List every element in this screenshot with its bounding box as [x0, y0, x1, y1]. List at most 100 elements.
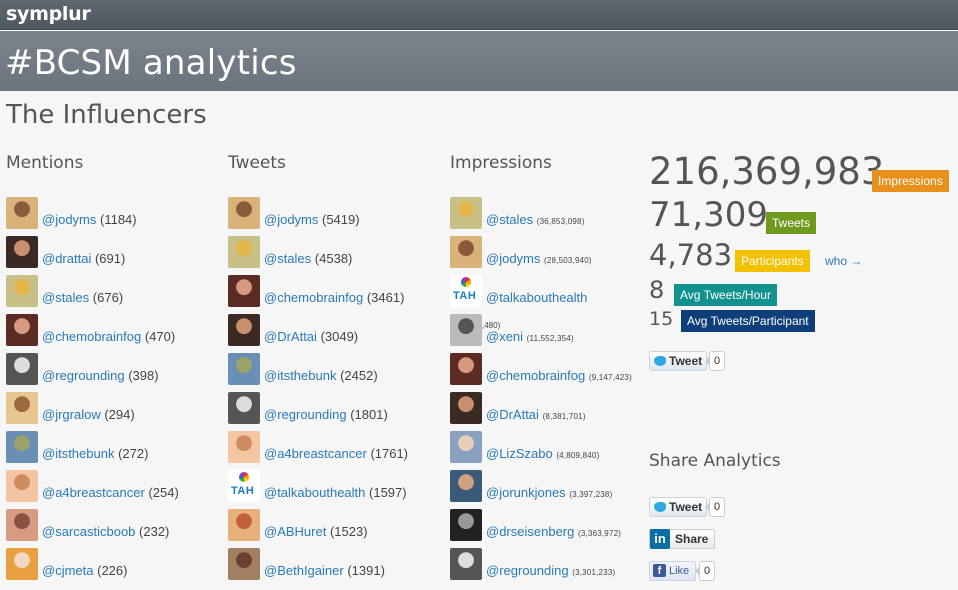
user-handle-link[interactable]: @chemobrainfog: [486, 368, 586, 383]
avatar[interactable]: [228, 275, 260, 307]
user-handle-link[interactable]: @ABHuret: [264, 524, 327, 539]
user-handle-link[interactable]: @stales: [42, 290, 90, 305]
linkedin-share-button[interactable]: in Share: [649, 529, 716, 549]
user-handle-link[interactable]: @drseisenberg: [486, 524, 575, 539]
avatar[interactable]: [6, 548, 38, 580]
avatar[interactable]: [6, 275, 38, 307]
user-handle-link[interactable]: @a4breastcancer: [42, 485, 145, 500]
avatar[interactable]: [228, 509, 260, 541]
user-handle-link[interactable]: @regrounding: [42, 368, 125, 383]
who-link[interactable]: who →: [825, 254, 863, 268]
influencer-row: @regrounding (398): [6, 353, 221, 392]
user-count: (28,503,940): [544, 256, 592, 265]
tweet-button-label: Tweet: [669, 500, 703, 514]
avatar[interactable]: [228, 392, 260, 424]
user-count: (1801): [350, 407, 388, 422]
user-handle-link[interactable]: @BethIgainer: [264, 563, 344, 578]
user-handle-link[interactable]: @regrounding: [486, 563, 569, 578]
user-handle-link[interactable]: @jodyms: [42, 212, 97, 227]
impressions-badge: Impressions: [872, 170, 949, 192]
user-handle-link[interactable]: @regrounding: [264, 407, 347, 422]
top-bar: symplur: [0, 0, 958, 30]
user-handle-link[interactable]: @DrAttai: [486, 407, 539, 422]
influencer-row: @regrounding (3,301,233): [450, 548, 665, 587]
user-handle-link[interactable]: @stales: [264, 251, 312, 266]
facebook-like-button[interactable]: f Like: [649, 561, 697, 581]
avatar[interactable]: [228, 548, 260, 580]
user-count: (3461): [366, 290, 405, 305]
user-handle-link[interactable]: @LizSzabo: [486, 446, 553, 461]
avatar[interactable]: [6, 197, 38, 229]
user-handle-link[interactable]: @drattai: [42, 251, 92, 266]
avatar[interactable]: [228, 431, 260, 463]
share-heading: Share Analytics: [649, 451, 781, 471]
user-handle-link[interactable]: @talkabouthealth: [486, 290, 588, 305]
avatar[interactable]: [450, 470, 482, 502]
avatar[interactable]: [6, 236, 38, 268]
user-count: (470): [144, 329, 176, 344]
avatar[interactable]: TAH: [228, 470, 260, 502]
influencer-row: @itsthebunk (272): [6, 431, 221, 470]
truncated-count: ,480): [482, 321, 501, 330]
avatar[interactable]: [6, 509, 38, 541]
user-handle-link[interactable]: @itsthebunk: [42, 446, 115, 461]
avatar[interactable]: [228, 353, 260, 385]
user-handle-link[interactable]: @a4breastcancer: [264, 446, 367, 461]
avatar[interactable]: [450, 431, 482, 463]
brand-logo[interactable]: symplur: [6, 3, 91, 25]
user-count: (5419): [322, 212, 360, 227]
share-tweet-button[interactable]: Tweet: [649, 497, 708, 517]
column-heading: Impressions: [450, 153, 552, 173]
avatar[interactable]: [450, 236, 482, 268]
user-handle-link[interactable]: @xeni: [486, 329, 524, 344]
user-count: (3,301,233): [572, 568, 616, 577]
influencer-row: @jodyms (5419): [228, 197, 443, 236]
tweet-button[interactable]: Tweet: [649, 351, 708, 371]
user-handle-link[interactable]: @jrgralow: [42, 407, 101, 422]
influencer-row: @chemobrainfog (9,147,423): [450, 353, 665, 392]
user-count: (691): [94, 251, 126, 266]
page-title: #BCSM analytics: [5, 43, 297, 83]
influencer-row: @chemobrainfog (470): [6, 314, 221, 353]
influencer-row: @regrounding (1801): [228, 392, 443, 431]
influencer-row: @a4breastcancer (254): [6, 470, 221, 509]
user-count: (294): [104, 407, 135, 422]
user-handle-link[interactable]: @chemobrainfog: [264, 290, 364, 305]
user-handle-link[interactable]: @stales: [486, 212, 534, 227]
avatar[interactable]: [450, 197, 482, 229]
avatar[interactable]: [6, 314, 38, 346]
avatar[interactable]: [450, 353, 482, 385]
user-handle-link[interactable]: @itsthebunk: [264, 368, 337, 383]
avatar[interactable]: [6, 353, 38, 385]
tah-logo-text: TAH: [231, 485, 255, 497]
influencer-row: @jodyms (28,503,940): [450, 236, 665, 275]
avatar[interactable]: [228, 197, 260, 229]
tweets-badge: Tweets: [766, 212, 817, 234]
user-handle-link[interactable]: @DrAttai: [264, 329, 317, 344]
avatar[interactable]: [6, 470, 38, 502]
user-handle-link[interactable]: @cjmeta: [42, 563, 94, 578]
avatar[interactable]: [6, 392, 38, 424]
avatar[interactable]: [228, 236, 260, 268]
avatar[interactable]: [450, 392, 482, 424]
linkedin-icon: in: [650, 529, 670, 549]
avatar[interactable]: [6, 431, 38, 463]
avatar[interactable]: [450, 509, 482, 541]
user-handle-link[interactable]: @chemobrainfog: [42, 329, 142, 344]
user-handle-link[interactable]: @talkabouthealth: [264, 485, 366, 500]
user-count: (4538): [314, 251, 353, 266]
user-handle-link[interactable]: @jodyms: [264, 212, 319, 227]
avatar[interactable]: [450, 314, 482, 346]
user-handle-link[interactable]: @sarcasticboob: [42, 524, 136, 539]
influencer-row: @jorunkjones (3,397,238): [450, 470, 665, 509]
user-count: (36,853,098): [536, 217, 585, 226]
user-handle-link[interactable]: @jorunkjones: [486, 485, 566, 500]
user-handle-link[interactable]: @jodyms: [486, 251, 541, 266]
avatar[interactable]: TAH: [450, 275, 482, 307]
column-heading: Mentions: [6, 153, 84, 173]
influencer-row: @drseisenberg (3,363,972): [450, 509, 665, 548]
influencer-row: @sarcasticboob (232): [6, 509, 221, 548]
avatar[interactable]: [228, 314, 260, 346]
user-count: (226): [97, 563, 128, 578]
avatar[interactable]: [450, 548, 482, 580]
